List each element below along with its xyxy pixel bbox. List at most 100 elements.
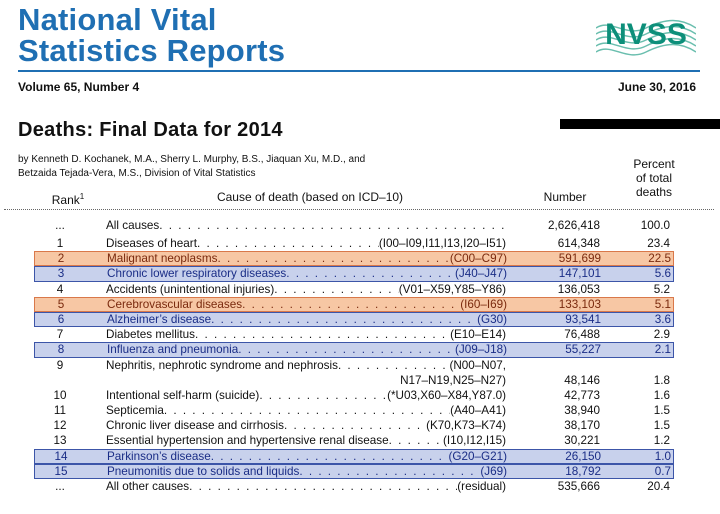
masthead-title-line1: National Vital [18, 2, 217, 37]
leader-dots: . . . . . . . . . . . . . . . . . . . . … [283, 419, 426, 433]
rank-cell: 7 [56, 328, 64, 342]
cause-name: Pneumonitis due to solids and liquids [107, 464, 300, 478]
percent-cell: 100.0 [640, 219, 670, 232]
cause-name: Chronic lower respiratory diseases [107, 267, 287, 281]
table-row: 5 Cerebrovascular diseases . . . . . . . … [34, 296, 674, 312]
masthead-title-line2: Statistics Reports [18, 33, 286, 68]
cause-cell: All causes . . . . . . . . . . . . . . .… [106, 216, 506, 236]
percent-cell: 2.1 [654, 343, 671, 357]
volume-number: Volume 65, Number 4 [18, 80, 140, 94]
icd-codes: (A40–A41) [450, 404, 506, 418]
rank-cell: 10 [53, 388, 67, 402]
number-cell: 26,150 [565, 449, 601, 463]
table-row: ... All other causes . . . . . . . . . . … [34, 479, 674, 494]
percent-cell: 1.5 [653, 404, 670, 418]
percent-cell: 5.2 [653, 282, 670, 296]
leader-dots: . . . . . . . . . . . . . . . . . . . . … [211, 312, 477, 326]
percent-cell: 22.5 [648, 252, 671, 266]
leader-dots: . . . . . . . . . . . . . . . . . . . . … [238, 343, 455, 357]
cause-cell: Parkinson’s disease . . . . . . . . . . … [107, 450, 507, 463]
table-row: 6 Alzheimer’s disease . . . . . . . . . .… [34, 311, 674, 328]
rank-cell: 6 [57, 312, 65, 326]
icd-codes-continued: N17–N19,N25–N27) [400, 373, 506, 387]
rank-cell: 8 [57, 343, 65, 357]
rank-cell: 1 [56, 237, 64, 250]
cause-cell: Malignant neoplasms . . . . . . . . . . … [107, 252, 507, 265]
icd-codes: (I10,I12,I15) [442, 434, 506, 448]
icd-codes: (I00–I09,I11,I13,I20–I51) [378, 237, 506, 250]
authors: by Kenneth D. Kochanek, M.A., Sherry L. … [18, 153, 418, 181]
number-cell: 535,666 [557, 480, 600, 494]
table-row: 4 Accidents (unintentional injuries) . . … [34, 282, 674, 297]
cause-cell: All other causes . . . . . . . . . . . .… [106, 479, 506, 494]
number-cell: 18,792 [565, 464, 601, 478]
number-cell: 48,146 [564, 373, 600, 387]
leader-dots: . . . . . . . . . . . . . . . . . . . . … [274, 282, 399, 296]
nvss-logo: NVSS [596, 18, 696, 56]
percent-cell: 1.5 [653, 419, 670, 433]
percent-header-line3: deaths [635, 185, 673, 199]
table-row: 12 Chronic liver disease and cirrhosis . … [34, 418, 674, 433]
cause-cell: Chronic lower respiratory diseases . . .… [107, 267, 507, 280]
rank-header-label: Rank [51, 193, 80, 207]
cause-cell: Alzheimer’s disease . . . . . . . . . . … [107, 313, 507, 326]
table-row: 15 Pneumonitis due to solids and liquids … [34, 463, 674, 480]
cause-cell: Chronic liver disease and cirrhosis . . … [106, 418, 506, 433]
rank-cell: 9 [56, 358, 64, 372]
table-row: 2 Malignant neoplasms . . . . . . . . . .… [34, 251, 674, 267]
icd-codes: (*U03,X60–X84,Y87.0) [387, 388, 506, 402]
number-cell: 93,541 [565, 312, 601, 326]
icd-codes: (G20–G21) [448, 449, 507, 463]
rank-cell: 13 [53, 434, 67, 448]
percent-cell: 2.9 [653, 328, 670, 342]
cause-cell: Cerebrovascular diseases . . . . . . . .… [107, 298, 507, 311]
percent-cell: 1.8 [653, 373, 670, 387]
rank-cell: 14 [54, 449, 68, 463]
icd-codes: (K70,K73–K74) [426, 419, 506, 433]
percent-cell: 1.0 [654, 449, 671, 463]
icd-codes: (J69) [480, 464, 507, 478]
cause-name: All other causes [106, 480, 190, 494]
cause-cell: Diseases of heart . . . . . . . . . . . … [106, 236, 506, 251]
cause-name: Septicemia [106, 404, 164, 418]
authors-line1: by Kenneth D. Kochanek, M.A., Sherry L. … [18, 154, 366, 165]
percent-cell: 1.6 [653, 388, 670, 402]
cause-cell: Essential hypertension and hypertensive … [106, 433, 506, 448]
cause-cell: Septicemia . . . . . . . . . . . . . . .… [106, 403, 506, 418]
cause-name: Alzheimer’s disease [107, 312, 212, 326]
percent-header-line2: of total [635, 171, 673, 185]
rank-cell: 2 [57, 252, 65, 266]
leader-dots: . . . . . . . . . . . . . . . . . . . . … [217, 252, 450, 266]
rank-cell: 11 [53, 404, 67, 418]
cause-cell: Intentional self-harm (suicide) . . . . … [106, 388, 506, 403]
causes-table: ... All causes . . . . . . . . . . . . . … [34, 216, 674, 494]
cause-name: Accidents (unintentional injuries) [106, 282, 275, 296]
number-cell: 147,101 [558, 267, 601, 281]
cause-name: Essential hypertension and hypertensive … [106, 434, 389, 448]
rank-cell: 12 [53, 419, 67, 433]
issue-line: Volume 65, Number 4 June 30, 2016 [18, 80, 696, 94]
icd-codes: (N00–N07, [449, 358, 506, 372]
cause-cell: Pneumonitis due to solids and liquids . … [107, 465, 507, 478]
leader-dots: . . . . . . . . . . . . . . . . . . . . … [242, 297, 460, 311]
leader-dots: . . . . . . . . . . . . . . . . . . . . … [259, 388, 388, 402]
leader-dots: . . . . . . . . . . . . . . . . . . . . … [286, 267, 455, 281]
percent-cell: 20.4 [647, 480, 670, 494]
rank-cell: 5 [57, 297, 65, 311]
percent-header-line1: Percent [633, 157, 675, 171]
table-row: ... All causes . . . . . . . . . . . . . … [34, 216, 674, 236]
percent-cell: 1.2 [653, 434, 670, 448]
percent-cell: 0.7 [654, 464, 671, 478]
icd-codes: (E10–E14) [450, 328, 506, 342]
icd-codes: (C00–C97) [449, 252, 507, 266]
icd-codes: (V01–X59,Y85–Y86) [398, 282, 506, 296]
cause-name: Diseases of heart [106, 237, 197, 250]
publication-date: June 30, 2016 [617, 80, 696, 94]
cause-name: All causes [106, 219, 160, 232]
cause-header: Cause of death (based on ICD–10) [216, 190, 404, 204]
cause-cell: Nephritis, nephrotic syndrome and nephro… [106, 358, 506, 388]
percent-cell: 23.4 [647, 237, 670, 250]
cause-cell: Diabetes mellitus . . . . . . . . . . . … [106, 327, 506, 342]
number-header: Number [543, 190, 587, 204]
rank-cell: 3 [57, 267, 65, 281]
